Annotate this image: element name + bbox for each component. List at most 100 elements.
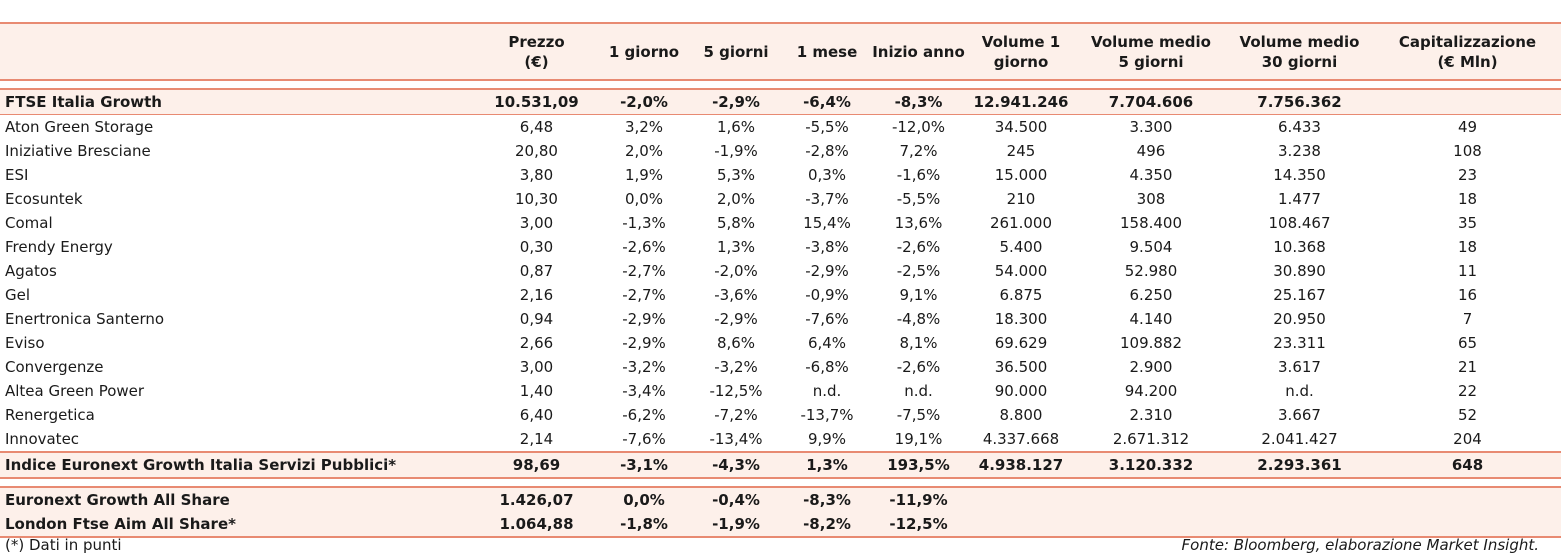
cell-volume-1-giorno: 69.629	[994, 334, 1048, 352]
cell-volume-medio-5: 4.350	[1129, 166, 1173, 184]
cell-volume-medio-30: 25.167	[1273, 286, 1326, 304]
cell-capitalizzazione	[1374, 89, 1561, 115]
cell-volume-medio-30: 2.293.361	[1225, 452, 1374, 478]
row-name: Innovatec	[5, 430, 80, 448]
cell-inizio-anno: 7,2%	[899, 142, 938, 160]
cell-volume-1-giorno	[965, 512, 1077, 537]
cell-5-giorni: 1,3%	[716, 238, 756, 256]
cell-5-giorni: 2,0%	[716, 190, 756, 208]
cell-prezzo: 2,14	[519, 430, 554, 448]
table-row: Gel 2,16 -2,7% -3,6% -0,9% 9,1% 6.875 6.250 25.1…	[0, 283, 1561, 307]
cell-volume-medio-5: 496	[1136, 142, 1166, 160]
cell-volume-medio-30: 30.890	[1273, 262, 1326, 280]
cell-1-mese: -3,7%	[805, 190, 849, 208]
cell-5-giorni: -1,9%	[690, 512, 782, 537]
cell-volume-1-giorno: 4.938.127	[965, 452, 1077, 478]
cell-capitalizzazione: 204	[1453, 430, 1482, 448]
cell-capitalizzazione: 7	[1462, 310, 1473, 328]
table-header-row: Prezzo (€) 1 giorno 5 giorni 1 mese Iniz…	[0, 23, 1561, 80]
cell-1-mese: -3,8%	[805, 238, 849, 256]
table-row: Eviso 2,66 -2,9% 8,6% 6,4% 8,1% 69.629 109.882 2…	[0, 331, 1561, 355]
cell-volume-medio-5: 94.200	[1124, 382, 1178, 400]
row-name: Renergetica	[5, 406, 95, 424]
spacer-row	[0, 478, 1561, 487]
cell-prezzo: 6,48	[519, 118, 554, 136]
cell-1-giorno: -2,0%	[598, 89, 690, 115]
cell-volume-medio-5: 7.704.606	[1077, 89, 1225, 115]
header-name	[0, 23, 475, 80]
cell-1-giorno: -3,2%	[622, 358, 666, 376]
cell-inizio-anno: 19,1%	[894, 430, 943, 448]
cell-volume-medio-30	[1225, 487, 1374, 512]
cell-prezzo: 3,00	[519, 214, 554, 232]
cell-volume-medio-30	[1225, 512, 1374, 537]
cell-capitalizzazione: 23	[1457, 166, 1478, 184]
cell-volume-1-giorno: 36.500	[994, 358, 1048, 376]
cell-capitalizzazione: 22	[1457, 382, 1478, 400]
source-note: Fonte: Bloomberg, elaborazione Market In…	[1181, 536, 1539, 554]
cell-volume-medio-5: 3.120.332	[1077, 452, 1225, 478]
row-name: Gel	[5, 286, 31, 304]
cell-1-mese: 9,9%	[807, 430, 847, 448]
row-name: Indice Euronext Growth Italia Servizi Pu…	[0, 452, 475, 478]
cell-prezzo: 98,69	[475, 452, 598, 478]
table-row: Innovatec 2,14 -7,6% -13,4% 9,9% 19,1% 4.337.6…	[0, 427, 1561, 452]
cell-1-mese: -8,2%	[782, 512, 872, 537]
cell-5-giorni: -12,5%	[709, 382, 763, 400]
table-row: Ecosuntek 10,30 0,0% 2,0% -3,7% -5,5% 210 308 1.…	[0, 187, 1561, 211]
cell-inizio-anno: -7,5%	[896, 406, 941, 424]
row-name: Altea Green Power	[5, 382, 145, 400]
cell-inizio-anno: -11,9%	[872, 487, 965, 512]
cell-capitalizzazione: 49	[1457, 118, 1478, 136]
header-prezzo: Prezzo (€)	[508, 32, 565, 71]
cell-inizio-anno: 9,1%	[899, 286, 938, 304]
cell-1-mese: -0,9%	[805, 286, 849, 304]
cell-volume-medio-5	[1077, 512, 1225, 537]
cell-prezzo: 6,40	[519, 406, 554, 424]
cell-capitalizzazione	[1374, 487, 1561, 512]
cell-inizio-anno: 13,6%	[894, 214, 943, 232]
cell-volume-medio-30: 2.041.427	[1261, 430, 1338, 448]
cell-5-giorni: -4,3%	[690, 452, 782, 478]
row-name: Euronext Growth All Share	[0, 487, 475, 512]
cell-5-giorni: -2,0%	[714, 262, 758, 280]
cell-volume-medio-30: 6.433	[1278, 118, 1321, 136]
cell-volume-medio-30: 3.238	[1278, 142, 1321, 160]
table-row: Renergetica 6,40 -6,2% -7,2% -13,7% -7,5% 8.80…	[0, 403, 1561, 427]
cell-1-giorno: 3,2%	[624, 118, 664, 136]
cell-5-giorni: -3,2%	[714, 358, 758, 376]
table-row: Comal 3,00 -1,3% 5,8% 15,4% 13,6% 261.000 158.4…	[0, 211, 1561, 235]
cell-volume-medio-30: n.d.	[1285, 382, 1314, 400]
cell-5-giorni: -2,9%	[690, 89, 782, 115]
cell-inizio-anno: -8,3%	[872, 89, 965, 115]
cell-1-giorno: -1,3%	[622, 214, 666, 232]
header-inizio-anno: Inizio anno	[872, 42, 965, 61]
cell-volume-medio-30: 10.368	[1273, 238, 1326, 256]
cell-inizio-anno: -12,5%	[872, 512, 965, 537]
cell-inizio-anno: -2,5%	[896, 262, 941, 280]
index-row-euronext-all-share: Euronext Growth All Share 1.426,07 0,0% -0,…	[0, 487, 1561, 512]
row-name: Aton Green Storage	[5, 118, 154, 136]
cell-volume-1-giorno	[965, 487, 1077, 512]
cell-capitalizzazione: 65	[1457, 334, 1478, 352]
cell-5-giorni: 5,3%	[716, 166, 756, 184]
cell-5-giorni: -0,4%	[690, 487, 782, 512]
table-row: Iniziative Bresciane 20,80 2,0% -1,9% -2,8% 7…	[0, 139, 1561, 163]
footnote: (*) Dati in punti	[5, 536, 122, 554]
cell-5-giorni: -13,4%	[709, 430, 763, 448]
cell-volume-1-giorno: 54.000	[994, 262, 1048, 280]
row-name: Ecosuntek	[5, 190, 83, 208]
cell-volume-medio-5: 109.882	[1119, 334, 1183, 352]
cell-volume-medio-30: 23.311	[1273, 334, 1326, 352]
header-1-giorno: 1 giorno	[608, 42, 680, 61]
cell-1-giorno: -1,8%	[598, 512, 690, 537]
cell-volume-1-giorno: 6.875	[999, 286, 1043, 304]
cell-1-mese: -2,9%	[805, 262, 849, 280]
cell-5-giorni: -2,9%	[714, 310, 758, 328]
row-name: Frendy Energy	[5, 238, 113, 256]
cell-prezzo: 20,80	[515, 142, 558, 160]
cell-capitalizzazione: 648	[1374, 452, 1561, 478]
cell-capitalizzazione: 11	[1457, 262, 1478, 280]
cell-1-giorno: 0,0%	[598, 487, 690, 512]
cell-volume-1-giorno: 90.000	[994, 382, 1048, 400]
